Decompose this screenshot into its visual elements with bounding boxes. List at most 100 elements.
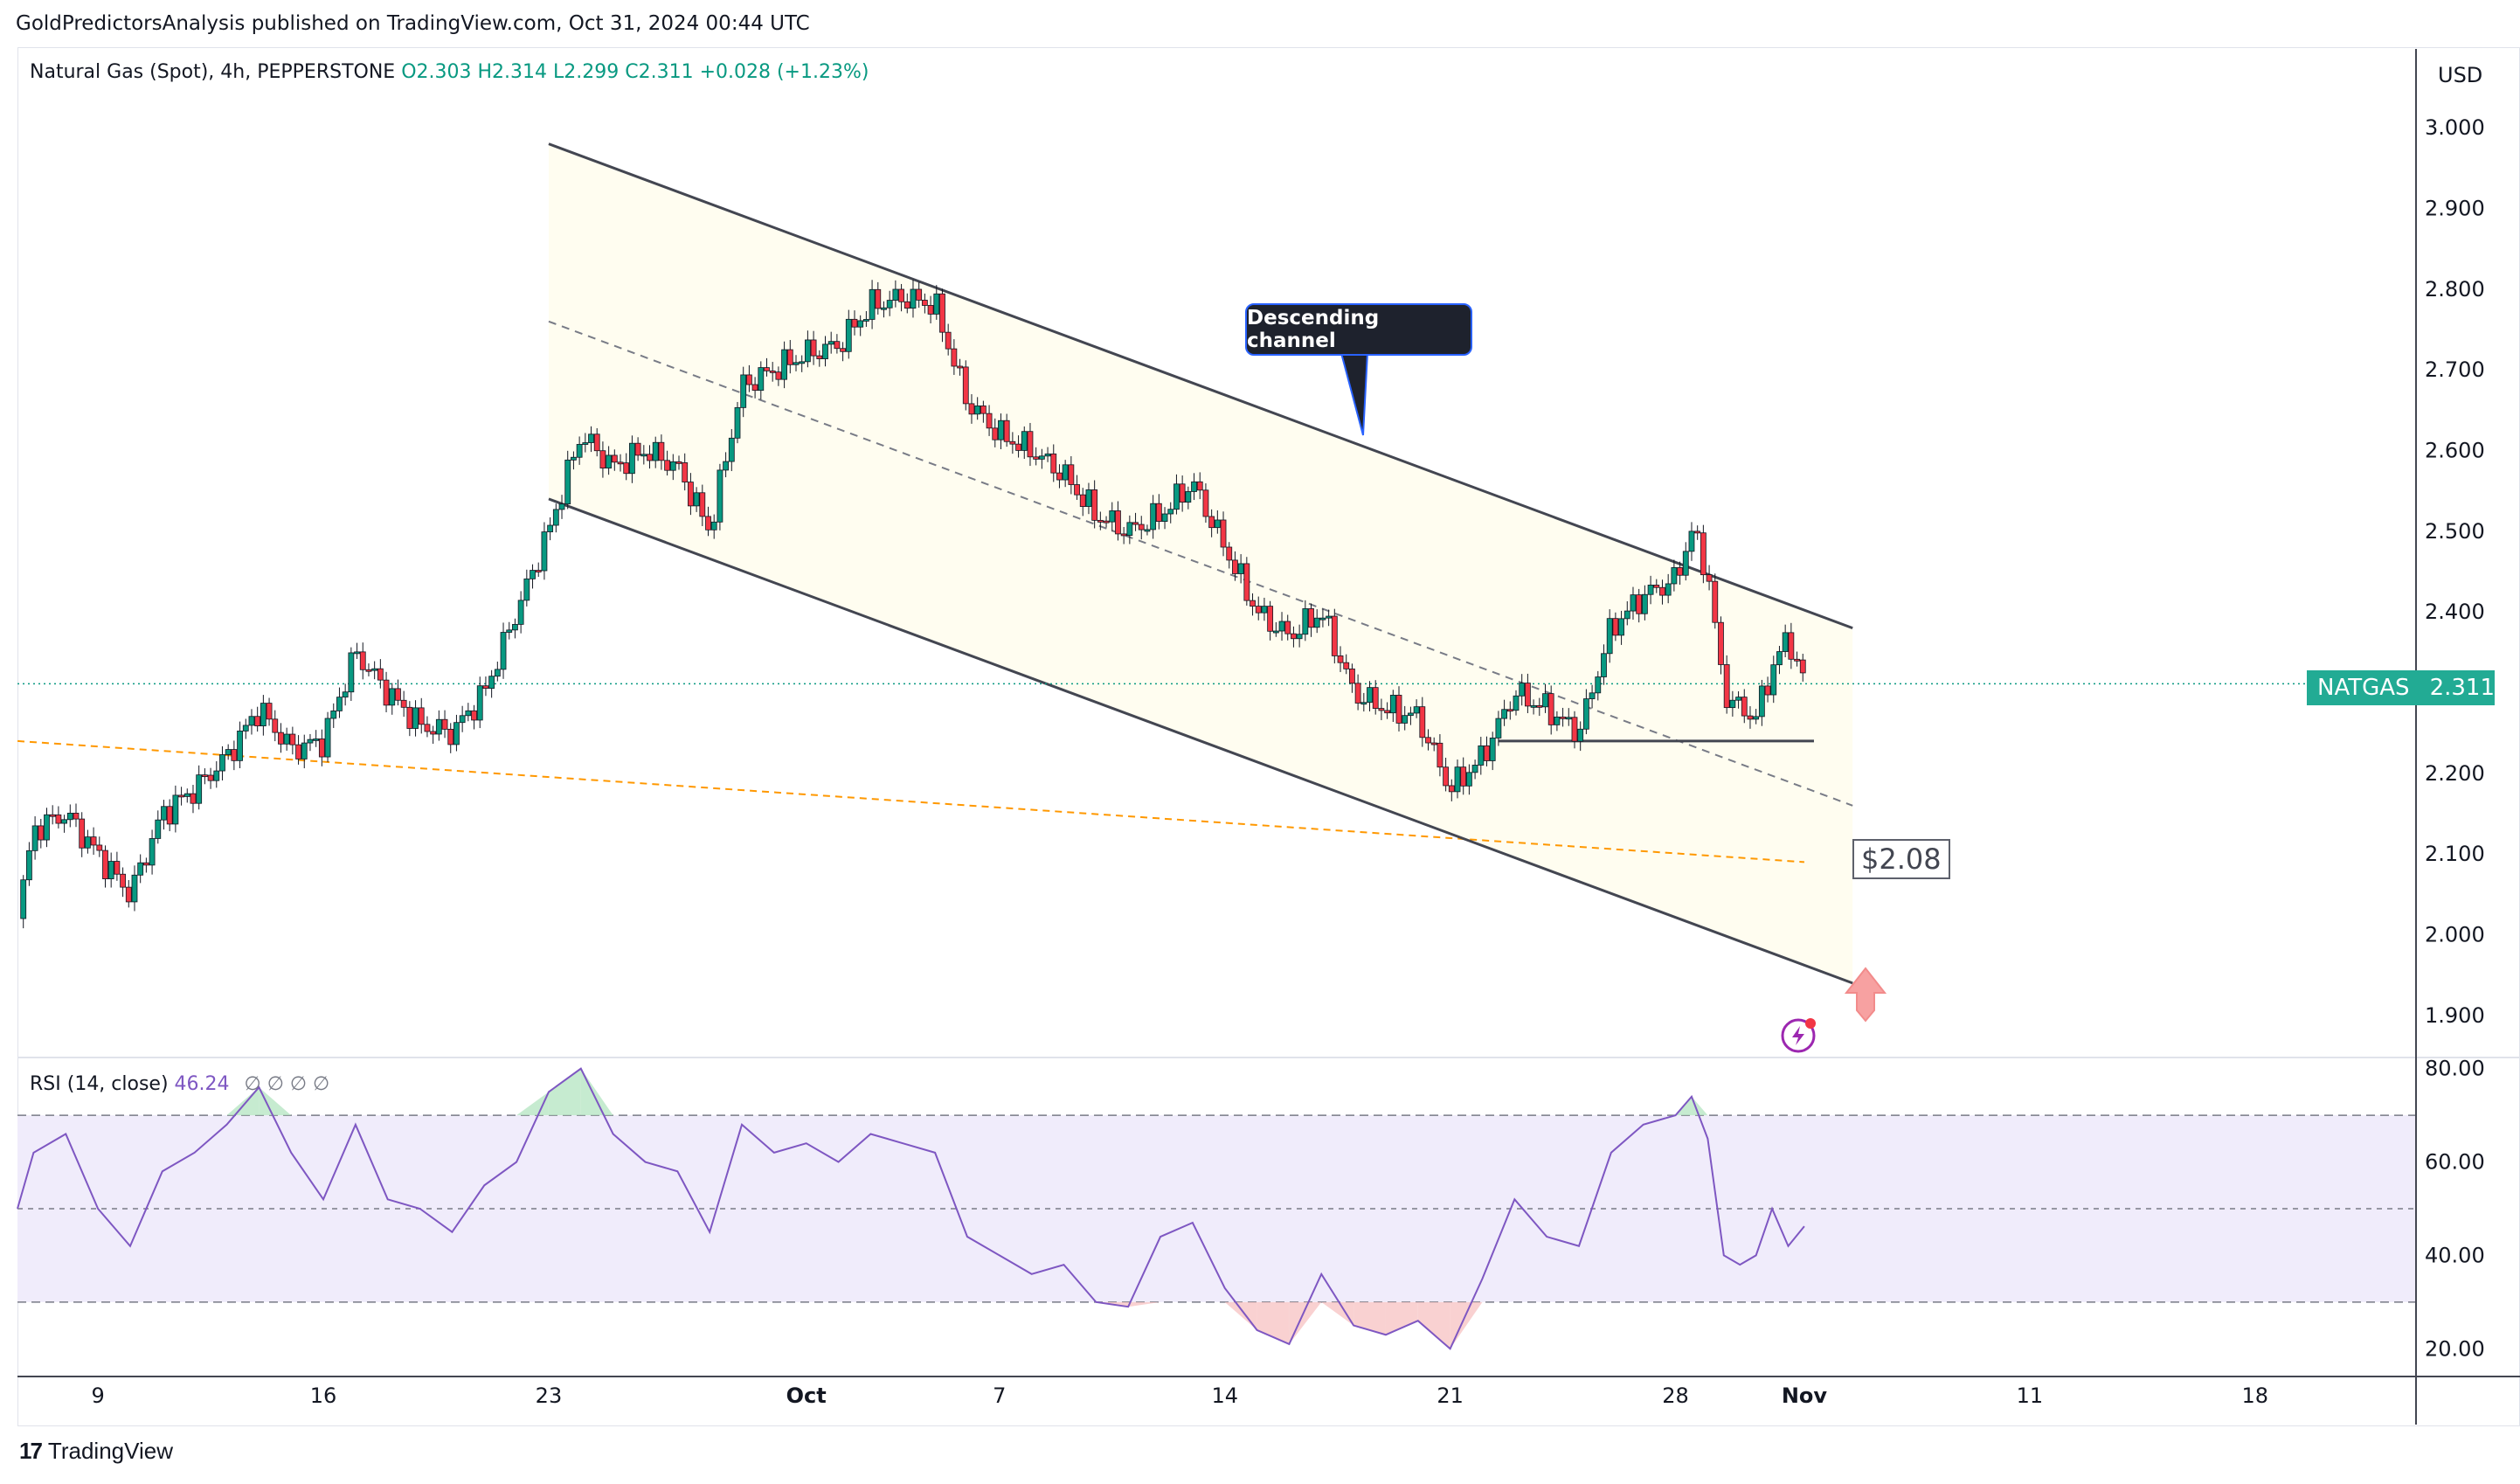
rsi-axis-labels[interactable]: 80.00 60.00 40.00 20.00 — [2425, 1057, 2485, 1362]
target-arrow-icon[interactable] — [1844, 967, 1887, 1023]
candle-body — [629, 442, 635, 475]
candle-body — [875, 288, 882, 309]
candle-body — [564, 459, 571, 505]
candle-body — [1120, 533, 1127, 537]
candle-body — [1682, 551, 1689, 576]
candle-body — [1571, 717, 1578, 742]
candle-body — [1530, 704, 1537, 708]
candle-body — [1618, 618, 1624, 636]
candle-body — [84, 836, 91, 849]
rsi-overbought-fill — [548, 1068, 581, 1116]
candle-body — [804, 339, 811, 363]
candle-body — [1501, 709, 1507, 719]
channel-callout[interactable]: Descending channel — [1245, 303, 1472, 356]
footer-brand[interactable]: 17 TradingView — [19, 1438, 173, 1465]
currency-label[interactable]: USD — [2438, 63, 2483, 87]
candle-body — [1337, 655, 1344, 663]
candle-body — [1601, 653, 1607, 677]
time-axis-labels[interactable]: 9 16 23 Oct 7 14 21 28 Nov 11 18 — [91, 1383, 2268, 1408]
candle-body — [1226, 546, 1233, 561]
candle-body — [1402, 715, 1409, 724]
rsi-oversold-fill — [1450, 1301, 1483, 1349]
candle-body — [669, 461, 676, 471]
rsi-overbought-fill — [1691, 1096, 1708, 1116]
candle-body — [962, 366, 969, 405]
candle-body — [183, 793, 190, 797]
candle-body — [242, 725, 249, 732]
candle-body — [1653, 585, 1660, 588]
candle-body — [61, 819, 67, 824]
candle-body — [1747, 715, 1754, 720]
candle-body — [710, 521, 717, 530]
candle-body — [318, 739, 325, 758]
candle-body — [1647, 585, 1654, 595]
rsi-line[interactable] — [17, 1067, 1805, 1350]
last-price-tag: NATGAS 2.311 — [2307, 670, 2495, 705]
candle-body — [107, 861, 114, 880]
candle-body — [1267, 606, 1274, 632]
candle-body — [927, 305, 934, 315]
price-tick-label: 2.600 — [2425, 439, 2485, 463]
rsi-legend[interactable]: RSI (14, close) 46.24 ∅ ∅ ∅ ∅ — [30, 1073, 329, 1095]
candle-body — [1027, 431, 1034, 458]
candle-body — [365, 669, 372, 672]
candle-body — [1062, 464, 1069, 481]
candle-body — [1741, 697, 1748, 717]
candle-body — [1272, 630, 1279, 634]
candle-body — [1278, 621, 1285, 632]
candle-body — [1354, 683, 1361, 704]
price-tick-label: 2.500 — [2425, 519, 2485, 544]
candle-body — [248, 716, 255, 726]
candle-body — [886, 300, 893, 309]
candle-body — [225, 749, 232, 755]
candle-body — [500, 632, 507, 670]
candle-body — [301, 742, 308, 759]
candle-body — [207, 774, 214, 781]
candle-body — [647, 454, 653, 461]
candle-body — [512, 623, 518, 631]
candle-body — [921, 300, 928, 306]
candle-body — [1630, 594, 1637, 612]
candle-body — [571, 456, 577, 461]
candle-body — [1641, 593, 1648, 614]
symbol-legend[interactable]: Natural Gas (Spot), 4h, PEPPERSTONE O2.3… — [30, 61, 869, 83]
candle-body — [845, 318, 852, 352]
candle-body — [1560, 716, 1566, 719]
channel-lower-line[interactable] — [548, 497, 1853, 985]
candle-body — [149, 838, 156, 866]
candle-body — [1677, 567, 1683, 576]
candle-body — [1021, 431, 1028, 451]
candle-body — [219, 754, 225, 772]
candle-body — [1191, 481, 1197, 492]
candle-body — [1255, 606, 1262, 614]
candle-body — [688, 482, 694, 507]
channel-upper-line[interactable] — [548, 142, 1853, 630]
candle-body — [1319, 617, 1326, 621]
rsi-oversold-fill — [1417, 1301, 1450, 1349]
price-axis-labels[interactable]: 3.0002.9002.8002.7002.6002.5002.4002.300… — [2425, 115, 2485, 1028]
candle-body — [383, 679, 390, 706]
candle-body — [827, 341, 834, 345]
candle-body — [640, 454, 647, 457]
candle-body — [1250, 600, 1256, 607]
candle-body — [190, 793, 197, 804]
candle-body — [476, 685, 483, 721]
target-price-label[interactable]: $2.08 — [1852, 839, 1950, 879]
candle-body — [1524, 683, 1531, 707]
rsi-tick-label: 60.00 — [2425, 1150, 2485, 1175]
candle-body — [1519, 683, 1526, 697]
candlestick-series[interactable] — [20, 279, 1806, 929]
candle-body — [482, 685, 489, 690]
candle-body — [862, 319, 869, 322]
candle-body — [1115, 510, 1121, 535]
candle-body — [278, 732, 284, 745]
candle-body — [1308, 608, 1314, 628]
candle-body — [593, 433, 600, 452]
flash-icon[interactable] — [1781, 1018, 1816, 1053]
candle-body — [1009, 440, 1016, 445]
candle-body — [1384, 710, 1391, 714]
candle-body — [746, 374, 752, 385]
long-term-support-line[interactable] — [17, 739, 1805, 863]
candle-body — [1220, 519, 1227, 548]
